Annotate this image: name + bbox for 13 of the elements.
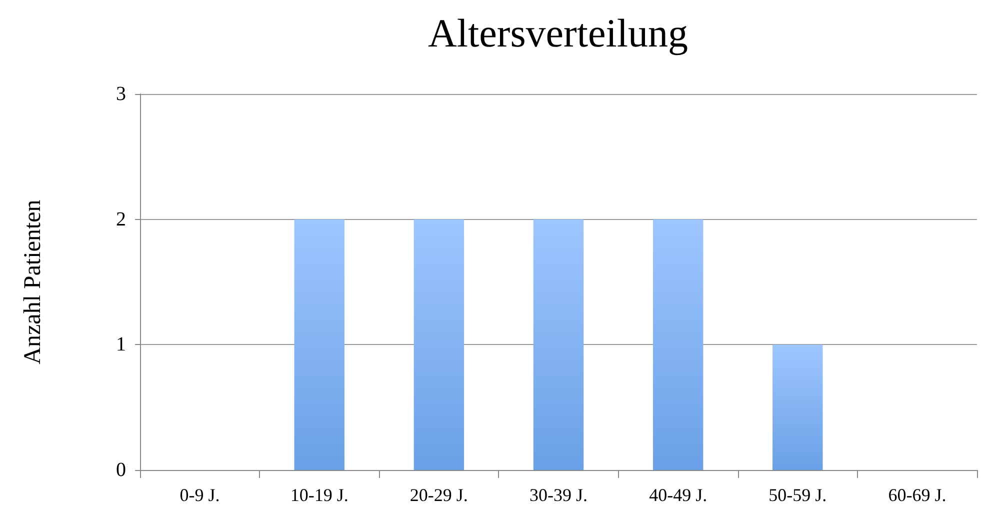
x-tick-label: 50-59 J. [768,485,827,505]
chart-title: Altersverteilung [428,10,688,56]
y-tick-label: 2 [116,208,126,230]
y-axis-title: Anzahl Patienten [20,200,46,364]
y-tick-label: 1 [116,334,126,356]
x-tick-label: 60-69 J. [888,485,946,505]
x-tick-label: 0-9 J. [180,485,220,505]
y-tick-label: 3 [116,83,126,105]
y-tick-label: 0 [116,459,126,481]
x-tick-label: 30-39 J. [530,485,588,505]
x-tick-label: 10-19 J. [290,485,348,505]
x-tick-label: 20-29 J. [410,485,468,505]
x-tick-label: 40-49 J. [649,485,708,505]
